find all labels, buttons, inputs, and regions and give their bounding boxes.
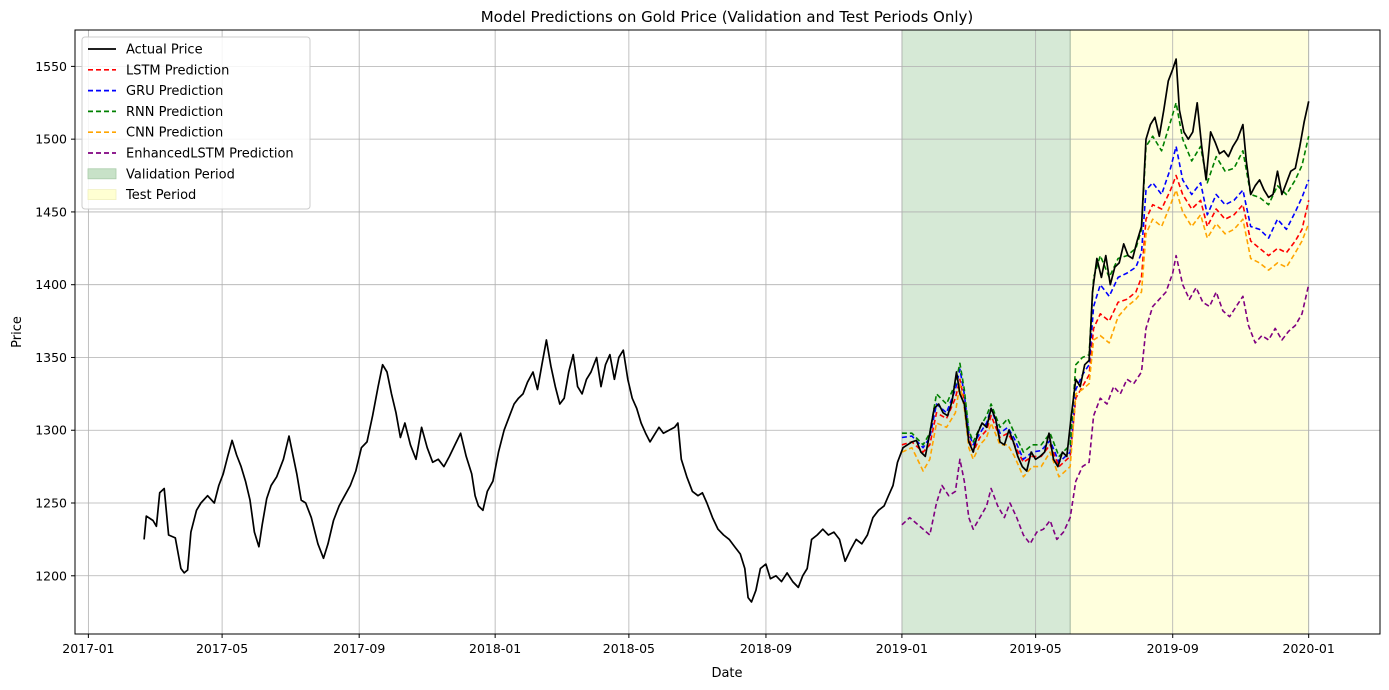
legend-label-test-period: Test Period bbox=[125, 188, 196, 203]
series-line-rnn-prediction bbox=[901, 102, 1310, 458]
legend-label-actual-price: Actual Price bbox=[126, 43, 203, 58]
series-line-lstm-prediction bbox=[901, 174, 1310, 468]
x-tick-label-9: 2020-01 bbox=[1283, 641, 1335, 656]
legend-label-gru-prediction: GRU Prediction bbox=[126, 84, 223, 99]
series-line-gru-prediction bbox=[901, 145, 1310, 464]
x-tick-label-5: 2018-09 bbox=[740, 641, 792, 656]
x-tick-label-1: 2017-05 bbox=[196, 641, 248, 656]
y-axis-label: Price bbox=[10, 316, 25, 348]
x-tick-label-2: 2017-09 bbox=[333, 641, 385, 656]
legend-box bbox=[81, 36, 311, 210]
x-tick-label-4: 2018-05 bbox=[603, 641, 655, 656]
legend-label-cnn-prediction: CNN Prediction bbox=[126, 126, 223, 141]
y-tick-label-5: 1450 bbox=[35, 204, 67, 219]
x-tick-label-6: 2019-01 bbox=[876, 641, 928, 656]
y-tick-label-3: 1350 bbox=[35, 350, 67, 365]
legend-label-rnn-prediction: RNN Prediction bbox=[126, 105, 223, 120]
legend-label-validation-period: Validation Period bbox=[126, 167, 235, 182]
x-axis-ticks: 2017-01 2017-05 2017-09 2018-01 2018-05 2018-… bbox=[62, 634, 1335, 656]
x-tick-label-3: 2018-01 bbox=[469, 641, 521, 656]
period-0 bbox=[901, 30, 1071, 634]
x-tick-label-8: 2019-09 bbox=[1147, 641, 1199, 656]
y-tick-label-1: 1250 bbox=[35, 496, 67, 511]
x-tick-label-7: 2019-05 bbox=[1010, 641, 1062, 656]
legend-label-enhancedlstm-prediction: EnhancedLSTM Prediction bbox=[126, 147, 294, 162]
legend-swatch-test-period bbox=[87, 189, 117, 201]
y-tick-label-7: 1550 bbox=[35, 59, 67, 74]
series-line-actual-price bbox=[143, 58, 1310, 603]
legend-label-lstm-prediction: LSTM Prediction bbox=[126, 63, 229, 78]
period-1 bbox=[1070, 30, 1309, 634]
y-tick-label-6: 1500 bbox=[35, 132, 67, 147]
x-tick-label-0: 2017-01 bbox=[62, 641, 114, 656]
legend-swatch-validation-period bbox=[87, 168, 117, 180]
y-tick-label-2: 1300 bbox=[35, 423, 67, 438]
series-lines bbox=[143, 58, 1310, 603]
period-shading bbox=[901, 30, 1310, 634]
legend: Actual Price LSTM Prediction GRU Predictio… bbox=[81, 36, 311, 210]
series-line-enhancedlstm-prediction bbox=[901, 254, 1310, 545]
x-axis-label: Date bbox=[711, 666, 742, 681]
y-tick-label-0: 1200 bbox=[35, 568, 67, 583]
chart-title: Model Predictions on Gold Price (Validat… bbox=[481, 8, 974, 26]
y-axis-ticks: 1200 1250 1300 1350 1400 1450 1500 1550 bbox=[35, 59, 75, 583]
plot-frame bbox=[74, 29, 1381, 635]
y-tick-label-4: 1400 bbox=[35, 277, 67, 292]
